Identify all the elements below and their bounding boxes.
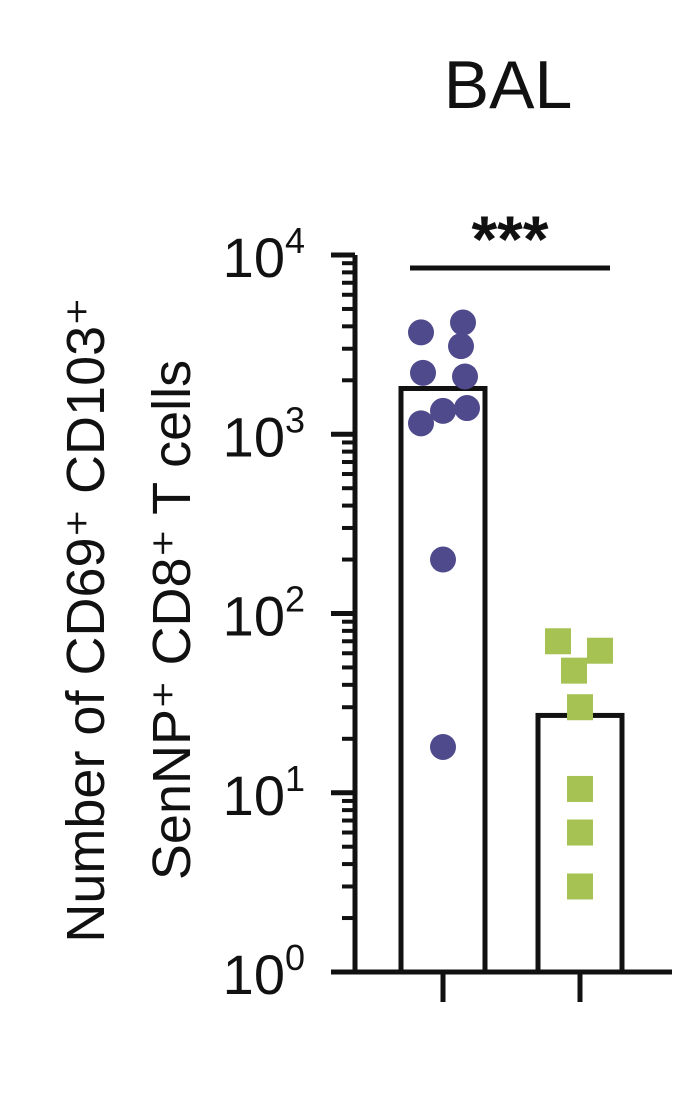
- data-point: [567, 819, 593, 846]
- bar: [398, 385, 488, 975]
- data-point: [567, 694, 593, 721]
- data-point: [561, 657, 587, 684]
- data-point: [587, 637, 613, 664]
- chart-title: BAL: [444, 47, 573, 123]
- data-point: [567, 775, 593, 802]
- data-point: [410, 359, 436, 386]
- data-point: [452, 363, 478, 390]
- y-tick-label: 101: [223, 758, 305, 827]
- y-tick-label: 103: [223, 399, 305, 468]
- y-tick-label: 100: [223, 937, 305, 1006]
- y-tick-label: 102: [223, 579, 305, 648]
- y-axis: 100 101 102 103 104: [223, 220, 672, 1006]
- data-point: [430, 397, 456, 424]
- data-point: [567, 873, 593, 900]
- data-point: [430, 546, 456, 573]
- data-point: [450, 309, 476, 336]
- significance-label: ***: [471, 202, 548, 276]
- y-axis-label-line1: Number of CD69⁺ CD103⁺: [56, 297, 116, 942]
- data-point: [545, 628, 571, 655]
- y-tick-label: 104: [223, 220, 305, 289]
- data-point: [454, 395, 480, 422]
- data-point: [408, 410, 434, 437]
- data-point: [430, 733, 456, 760]
- data-point: [448, 333, 474, 360]
- data-points: [408, 309, 613, 900]
- data-point: [408, 319, 434, 346]
- y-axis-label-line2: SenNP⁺ CD8⁺ T cells: [142, 360, 202, 880]
